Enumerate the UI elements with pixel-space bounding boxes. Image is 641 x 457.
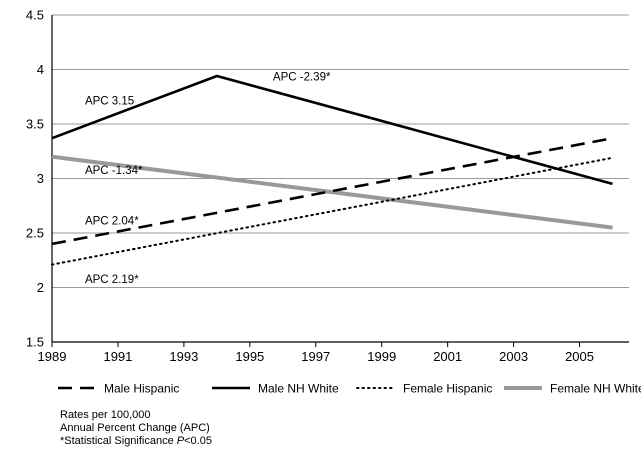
series-line-male-nh-white [51, 74, 613, 186]
chart-notes: Rates per 100,000 Annual Percent Change … [60, 409, 212, 448]
note-apc: Annual Percent Change (APC) [60, 422, 210, 434]
legend-label: Male Hispanic [104, 382, 179, 396]
y-tick-label: 2.5 [26, 226, 44, 241]
y-axis-tick-labels: 1.5 2 2.5 3 3.5 4 4.5 [26, 8, 44, 350]
apc-annotation: APC 2.19* [85, 274, 139, 286]
x-tick-label: 2001 [433, 349, 462, 364]
y-tick-label: 3.5 [26, 117, 44, 132]
x-axis-tick-labels: 1989 1991 1993 1995 1997 1999 2001 2003 2005 [38, 349, 594, 364]
gridlines [52, 14, 629, 288]
y-tick-label: 4 [37, 62, 44, 77]
x-tick-label: 1999 [367, 349, 396, 364]
series-line-female-nh-white [51, 154, 613, 230]
x-tick-label: 1997 [301, 349, 330, 364]
apc-annotation: APC -1.34* [85, 165, 143, 177]
apc-annotations: APC 3.15 APC -2.39* APC -1.34* APC 2.04* APC… [85, 71, 331, 286]
series-line-female-hispanic [51, 156, 614, 266]
line-chart: 1.5 2 2.5 3 3.5 4 4.5 1989 1991 1993 1995 1997 1999… [26, 8, 641, 396]
y-tick-label: 3 [37, 171, 44, 186]
note-significance: *Statistical Significance P<0.05 [60, 435, 212, 447]
note-rates: Rates per 100,000 [60, 409, 151, 421]
x-tick-label: 1991 [103, 349, 132, 364]
legend-label: Female NH White [550, 382, 641, 396]
x-tick-label: 1995 [235, 349, 264, 364]
axes [51, 15, 629, 347]
legend: Male Hispanic Male NH White Female Hispani… [58, 382, 641, 396]
legend-label: Male NH White [258, 382, 339, 396]
y-tick-label: 4.5 [26, 8, 44, 23]
series-line-male-hispanic [51, 136, 613, 246]
series-lines [51, 74, 614, 266]
apc-annotation: APC 2.04* [85, 215, 139, 227]
x-tick-label: 2005 [565, 349, 594, 364]
y-tick-label: 2 [37, 280, 44, 295]
x-tick-label: 1989 [38, 349, 67, 364]
apc-annotation: APC 3.15 [85, 95, 134, 107]
x-tick-label: 1993 [169, 349, 198, 364]
apc-annotation: APC -2.39* [273, 71, 331, 83]
y-tick-label: 1.5 [26, 335, 44, 350]
legend-label: Female Hispanic [403, 382, 492, 396]
x-tick-label: 2003 [499, 349, 528, 364]
